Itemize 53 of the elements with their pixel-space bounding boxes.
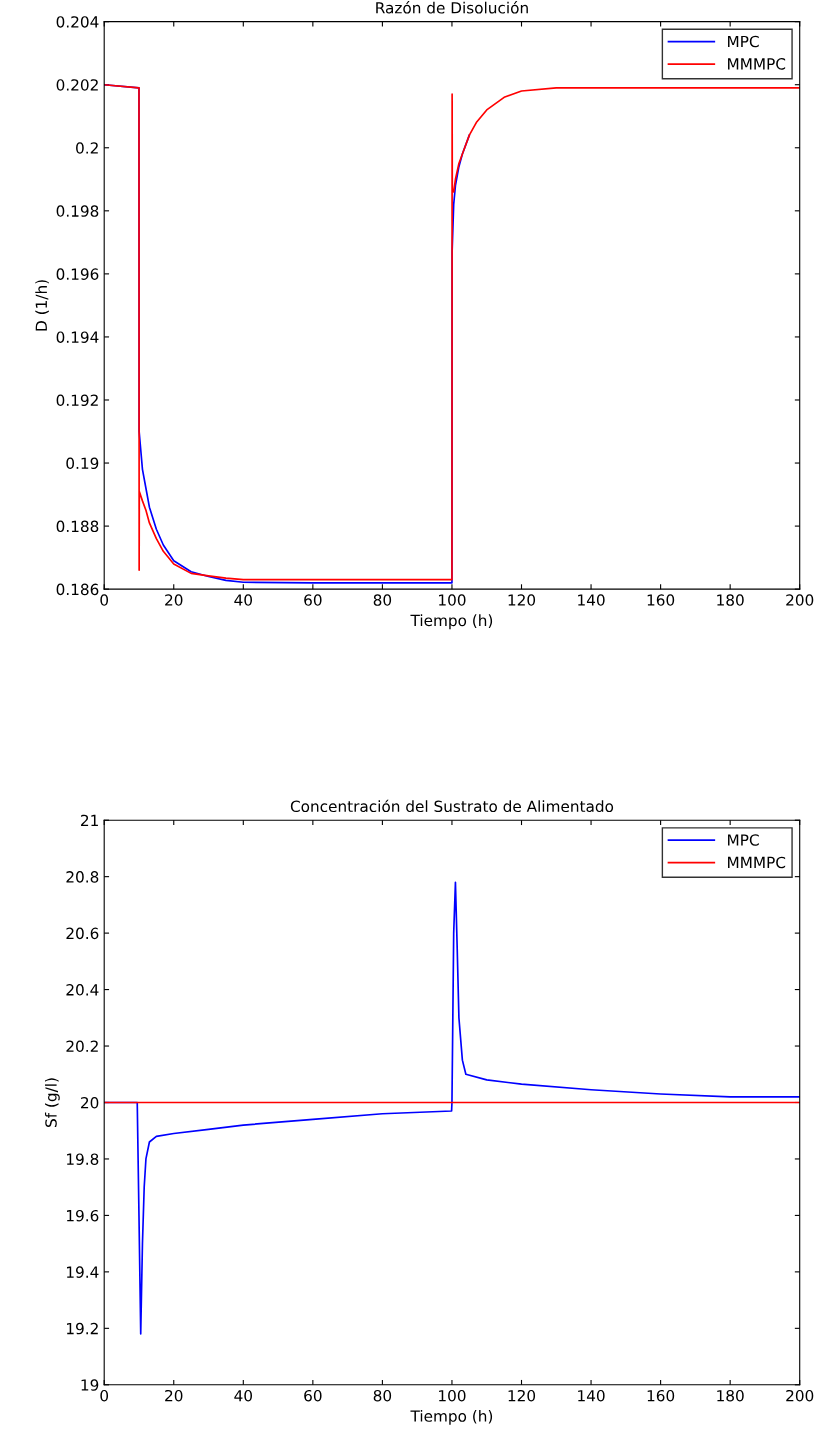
- y-tick-label: 20.2: [66, 1040, 98, 1053]
- y-tick-label: 0.188: [56, 520, 99, 533]
- x-tick-label: 80: [373, 1389, 392, 1402]
- y-tick-label: 0.196: [56, 268, 99, 280]
- x-tick-label: 20: [165, 1389, 183, 1402]
- y-tick-label: 21: [81, 814, 98, 826]
- y-tick-label: 20: [81, 1096, 99, 1109]
- x-tick-label: 160: [647, 1389, 675, 1402]
- y-tick-label: 19.2: [67, 1322, 98, 1335]
- x-tick-label: 100: [439, 594, 466, 606]
- x-tick-label: 120: [508, 594, 536, 606]
- legend-label: MPC: [728, 35, 759, 48]
- legend-label: MMMPC: [728, 58, 786, 70]
- y-tick-label: 19.4: [67, 1266, 99, 1278]
- y-tick-label: 0.186: [56, 583, 99, 596]
- x-tick-label: 100: [439, 1389, 466, 1402]
- x-axis-title: Tiempo (h): [410, 1410, 493, 1425]
- y-tick-label: 0.2: [76, 142, 98, 154]
- x-tick-label: 0: [100, 1389, 109, 1402]
- y-axis-title: Sf (g/l): [44, 1078, 60, 1127]
- x-tick-label: 160: [647, 594, 675, 606]
- y-tick-label: 20.6: [66, 927, 99, 940]
- y-tick-label: 0.204: [56, 16, 99, 28]
- x-tick-label: 200: [786, 594, 814, 606]
- x-tick-label: 60: [304, 594, 322, 606]
- x-tick-label: 0: [100, 594, 109, 606]
- y-tick-label: 0.19: [66, 457, 99, 470]
- y-tick-label: 20.8: [66, 871, 99, 883]
- legend-label: MPC: [728, 834, 759, 846]
- x-tick-label: 200: [786, 1389, 814, 1402]
- y-tick-label: 0.202: [56, 79, 98, 91]
- x-tick-label: 20: [165, 594, 183, 606]
- x-tick-label: 80: [373, 594, 392, 606]
- y-tick-label: 19.6: [67, 1209, 99, 1222]
- y-axis-title: D (1/h): [35, 280, 49, 331]
- legend-label: MMMPC: [728, 856, 786, 869]
- x-axis-title: Tiempo (h): [410, 614, 493, 630]
- x-tick-label: 180: [717, 594, 744, 606]
- x-tick-label: 40: [234, 1389, 253, 1402]
- y-tick-label: 0.198: [56, 205, 99, 217]
- y-tick-label: 19.8: [67, 1153, 99, 1165]
- x-tick-label: 140: [578, 1389, 605, 1402]
- chart-title: Razón de Disolución: [376, 1, 528, 14]
- y-tick-label: 20.4: [66, 984, 99, 996]
- x-tick-label: 140: [578, 594, 605, 606]
- chart-title: Concentración del Sustrato de Alimentado: [290, 799, 614, 813]
- x-tick-label: 60: [304, 1389, 322, 1402]
- y-tick-label: 19: [81, 1379, 99, 1391]
- x-tick-label: 40: [234, 594, 253, 606]
- x-tick-label: 120: [508, 1389, 536, 1402]
- y-tick-label: 0.194: [56, 331, 99, 343]
- x-tick-label: 180: [717, 1389, 744, 1402]
- y-tick-label: 0.192: [56, 394, 98, 407]
